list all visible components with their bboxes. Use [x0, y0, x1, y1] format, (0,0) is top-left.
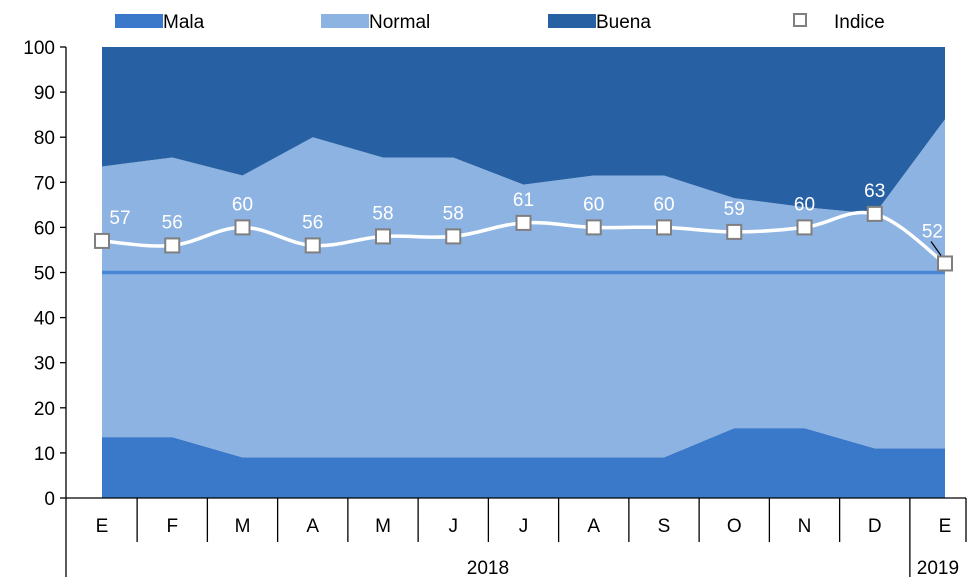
legend: Mala Normal Buena Indice	[115, 12, 885, 33]
indice-marker	[937, 255, 953, 272]
legend-item-normal: Normal	[321, 12, 430, 33]
area-buena	[102, 47, 945, 214]
indice-data-label: 63	[864, 181, 885, 202]
y-tick-label: 100	[23, 38, 55, 59]
y-tick-label: 30	[34, 354, 55, 375]
y-tick-label: 60	[34, 218, 55, 239]
legend-swatch	[321, 14, 369, 28]
x-category-label: N	[798, 516, 812, 537]
y-tick-label: 40	[34, 309, 55, 330]
x-category-label: S	[658, 516, 671, 537]
year-label: 2019	[917, 558, 959, 577]
x-category-label: E	[96, 516, 109, 537]
legend-label: Normal	[369, 12, 430, 33]
indice-markers	[94, 205, 953, 272]
indice-data-label: 58	[443, 203, 464, 224]
x-category-label: A	[587, 516, 600, 537]
legend-item-buena: Buena	[548, 12, 651, 33]
x-category-label: A	[306, 516, 319, 537]
legend-marker	[793, 13, 807, 27]
y-tick-label: 90	[34, 83, 55, 104]
axes: 0 10 20 30 40 50 60 70 80 90 100 E F M A M J J A S O N D E 2018 2…	[23, 38, 967, 577]
x-category-label: F	[166, 516, 178, 537]
x-category-label: J	[519, 516, 529, 537]
y-tick-label: 80	[34, 128, 55, 149]
indice-data-label: 61	[513, 190, 534, 211]
x-category-label: M	[235, 516, 251, 537]
indice-data-label: 56	[162, 212, 183, 233]
indice-data-label: 57	[109, 208, 130, 229]
legend-swatch	[115, 14, 163, 28]
legend-swatch	[548, 14, 596, 28]
legend-item-mala: Mala	[115, 12, 205, 33]
y-tick-label: 50	[34, 264, 55, 285]
y-tick-label: 0	[44, 489, 55, 510]
indice-marker	[304, 237, 321, 254]
legend-item-indice: Indice	[793, 12, 885, 33]
indice-data-label: 52	[922, 221, 943, 242]
indice-data-label: 59	[724, 199, 745, 220]
indice-marker	[585, 219, 602, 236]
area-layers	[102, 47, 945, 498]
indice-data-label: 60	[232, 194, 253, 215]
indice-marker	[375, 228, 391, 245]
x-category-label: M	[375, 516, 391, 537]
y-tick-label: 70	[34, 173, 55, 194]
indice-marker	[726, 223, 743, 240]
indice-data-label: 60	[583, 194, 604, 215]
indice-data-label: 56	[302, 212, 323, 233]
area-normal	[102, 119, 945, 458]
y-tick-label: 20	[34, 399, 55, 420]
year-label: 2018	[467, 558, 509, 577]
indice-marker	[796, 219, 813, 236]
legend-label: Indice	[834, 12, 885, 33]
indice-marker	[866, 205, 883, 222]
legend-label: Mala	[163, 12, 205, 33]
legend-label: Buena	[596, 12, 651, 33]
x-category-label: D	[868, 516, 882, 537]
indice-marker	[164, 237, 181, 254]
indice-data-label: 58	[372, 203, 393, 224]
label-leader-line	[930, 241, 942, 256]
indice-marker	[656, 219, 672, 236]
indice-marker	[445, 228, 462, 245]
indice-marker	[515, 214, 532, 231]
data-labels: 57 56 60 56 58 58 61 60 60 59 60 63 52	[109, 181, 943, 256]
x-category-label: E	[939, 516, 952, 537]
area-mala	[102, 428, 945, 498]
y-tick-label: 10	[34, 444, 55, 465]
indice-marker	[94, 232, 110, 249]
indice-data-label: 60	[653, 194, 674, 215]
x-category-label: J	[449, 516, 459, 537]
indice-data-label: 60	[794, 194, 815, 215]
x-category-label: O	[727, 516, 742, 537]
indice-marker	[234, 219, 251, 236]
